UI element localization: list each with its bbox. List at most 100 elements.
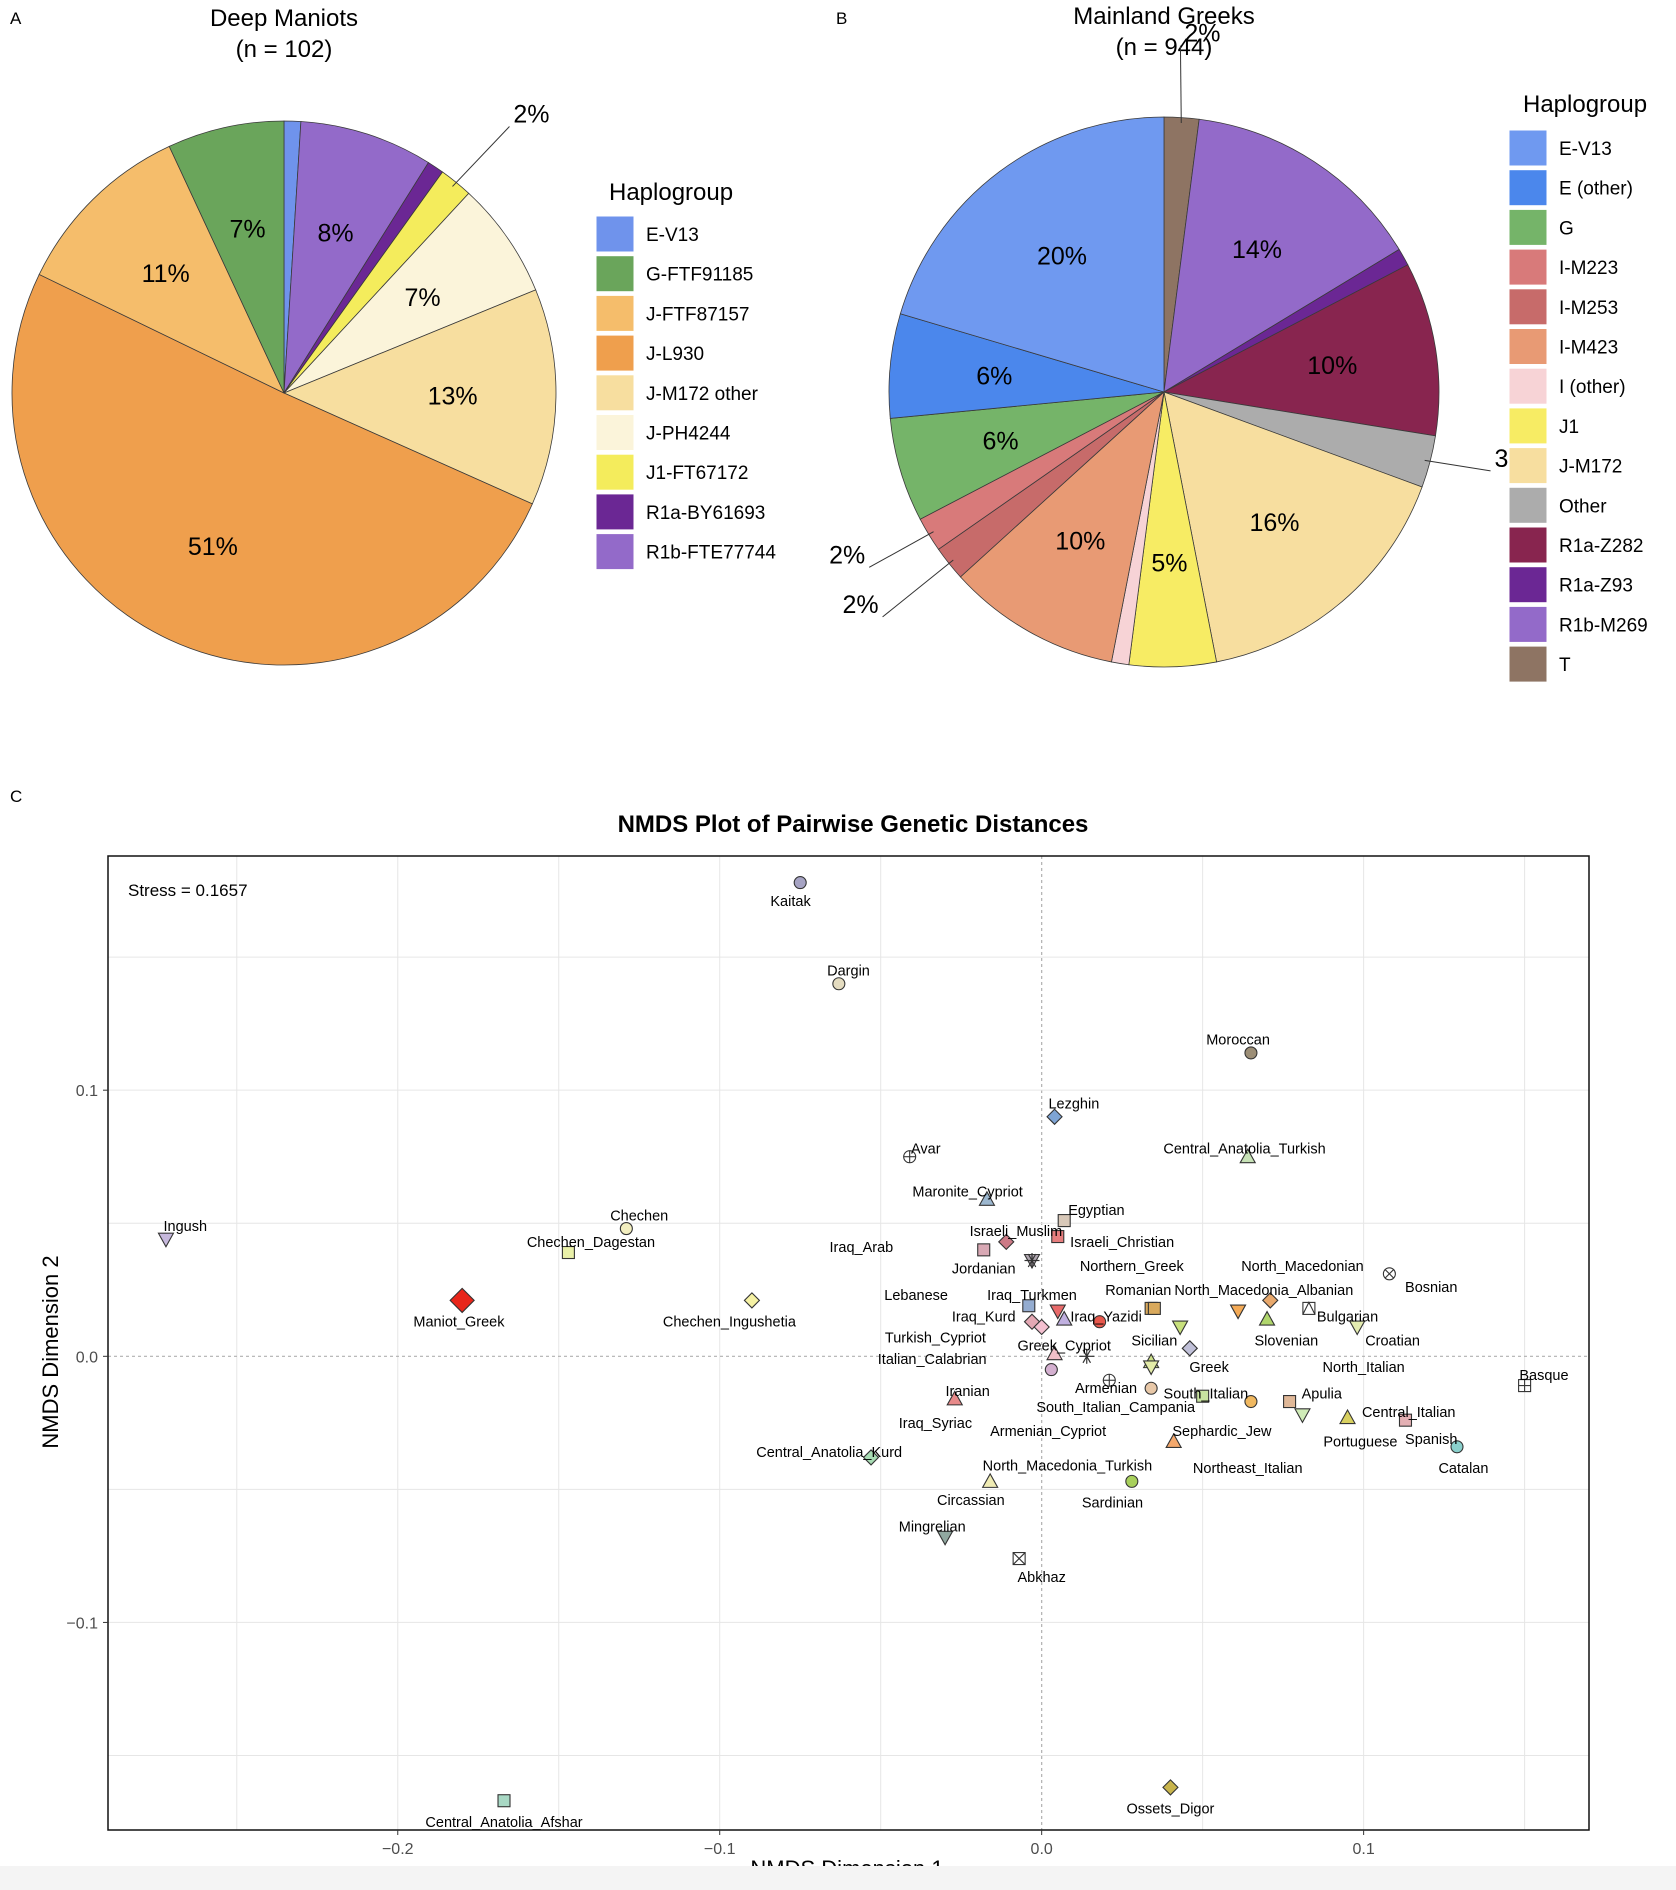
point-label-iraq-yazidi: Iraq_Yazidi <box>1070 1309 1141 1325</box>
legend-label-e-v13: E-V13 <box>646 225 699 246</box>
point-label-romanian: Romanian <box>1105 1283 1171 1299</box>
point-sardinian <box>1125 1474 1139 1488</box>
pie-slice-j-ph4244 <box>283 192 537 394</box>
slice-label-t: 2% <box>1184 20 1220 48</box>
pie-b-legend-title: Haplogroup <box>1523 91 1647 118</box>
legend-label-i-m223: I-M223 <box>1559 258 1618 279</box>
pie-b-slices <box>888 116 1440 668</box>
point-northern-greek <box>1024 1253 1040 1269</box>
legend-swatch-t <box>1508 645 1548 683</box>
nmds-plot-frame <box>107 855 1590 1831</box>
point-label-armenian: Armenian <box>1075 1381 1137 1397</box>
nmds-tick-labels: −0.2 −0.1 0.0 0.1 −0.1 0.0 0.1 <box>66 1083 1374 1858</box>
point-italian-calabrian-dn <box>1142 1360 1160 1376</box>
point-label-croatian: Croatian <box>1365 1333 1420 1349</box>
pie-b-slice-labels: 2%14%10%3%16%5%10%2%2%6%6%20% <box>829 20 1530 619</box>
point-chechen <box>619 1222 633 1236</box>
pie-slice-i-m423 <box>959 390 1165 663</box>
legend-swatch-j1-ft67172 <box>595 453 635 491</box>
point-iraq-yazidi <box>1147 1301 1161 1315</box>
pie-slice-j-l930 <box>11 273 533 666</box>
point-label-abkhaz: Abkhaz <box>1017 1570 1065 1586</box>
point-north-macedonia-albanian-tri <box>1229 1304 1247 1320</box>
x-tick-label: 0.1 <box>1353 1841 1375 1858</box>
point-label-basque: Basque <box>1519 1368 1568 1384</box>
leader-line-j1-ft67172 <box>452 126 510 187</box>
legend-swatch-j-m172 <box>1508 447 1548 485</box>
x-tick-label: −0.2 <box>382 1841 414 1858</box>
legend-swatch-e-v13 <box>1508 129 1548 167</box>
point-iraq-kurd-tri <box>1055 1310 1073 1326</box>
point-label-mingrelian: Mingrelian <box>899 1520 966 1536</box>
point-maniot-greek <box>449 1287 475 1314</box>
point-label-dargin: Dargin <box>827 963 870 979</box>
slice-label-r1b-m269: 14% <box>1232 236 1282 264</box>
legend-label-t: T <box>1559 655 1571 676</box>
point-central-anatolia-afshar <box>497 1794 511 1808</box>
y-tick-label: 0.1 <box>76 1083 98 1100</box>
point-turkish-cypriot <box>1033 1318 1050 1336</box>
point-south-italian <box>1196 1389 1210 1403</box>
point-label-chechen-ingushetia: Chechen_Ingushetia <box>663 1315 797 1331</box>
legend-label-other: Other <box>1559 496 1607 517</box>
point-label-avar: Avar <box>911 1142 941 1158</box>
point-croatian <box>1348 1320 1366 1336</box>
legend-label-r1b-m269: R1b-M269 <box>1559 615 1648 636</box>
point-north-italian <box>1283 1394 1297 1409</box>
slice-label-i-m253: 2% <box>843 591 879 619</box>
slice-label-j-ph4244: 7% <box>404 284 440 312</box>
legend-label-i-other: I (other) <box>1559 377 1626 398</box>
point-label-bulgarian: Bulgarian <box>1317 1309 1378 1325</box>
point-egyptian <box>1057 1214 1071 1228</box>
point-mingrelian <box>936 1530 954 1546</box>
point-label-south-italian-campania: South_Italian_Campania <box>1036 1400 1196 1416</box>
point-greek-center <box>1079 1348 1095 1364</box>
slice-label-r1a-z282: 10% <box>1307 352 1357 380</box>
point-label-central-anatolia-turkish: Central_Anatolia_Turkish <box>1163 1142 1325 1158</box>
legend-swatch-i-m423 <box>1508 328 1548 365</box>
point-armenian <box>1044 1363 1058 1377</box>
point-label-portuguese: Portuguese <box>1323 1434 1397 1450</box>
leader-line-t <box>1179 45 1182 124</box>
point-label-turkish-cypriot: Turkish_Cypriot <box>885 1331 986 1347</box>
point-abkhaz <box>1012 1552 1026 1566</box>
legend-swatch-r1a-z93 <box>1508 566 1548 604</box>
pie-slice-j-m172 <box>1163 391 1423 663</box>
legend-label-r1b-fte77744: R1b-FTE77744 <box>646 543 776 564</box>
y-tick-label: 0.0 <box>76 1349 98 1366</box>
point-label-sardinian: Sardinian <box>1082 1496 1143 1512</box>
legend-swatch-j-ftf87157 <box>595 294 635 332</box>
legend-label-j1-ft67172: J1-FT67172 <box>646 463 748 484</box>
legend-swatch-j1 <box>1508 407 1548 445</box>
point-central-anatolia-turkish <box>1239 1148 1257 1164</box>
point-avar <box>903 1150 917 1164</box>
point-chechen-ingushetia <box>743 1292 761 1309</box>
point-iraq-turkmen <box>1049 1304 1067 1320</box>
legend-swatch-g <box>1508 208 1548 246</box>
point-label-chechen: Chechen <box>610 1208 668 1224</box>
legend-label-i-m253: I-M253 <box>1559 298 1618 319</box>
point-label-maniot-greek: Maniot_Greek <box>413 1315 505 1331</box>
point-label-moroccan: Moroccan <box>1206 1033 1270 1049</box>
point-chechen-dagestan <box>561 1245 575 1260</box>
slice-label-j-m172: 16% <box>1249 509 1299 537</box>
pie-slice-g-ftf91185 <box>168 120 285 394</box>
nmds-points <box>157 876 1532 1808</box>
legend-swatch-g-ftf91185 <box>595 255 635 293</box>
pie-a-slices <box>11 120 557 666</box>
y-tick-label: −0.1 <box>66 1615 98 1632</box>
legend-swatch-other <box>1508 486 1548 524</box>
legend-label-r1a-z282: R1a-Z282 <box>1559 536 1644 557</box>
slice-label-j1: 5% <box>1151 549 1187 577</box>
legend-swatch-r1a-z282 <box>1508 526 1548 564</box>
point-slovenian <box>1258 1310 1276 1326</box>
point-label-apulia: Apulia <box>1302 1387 1343 1403</box>
nmds-title: NMDS Plot of Pairwise Genetic Distances <box>618 811 1089 838</box>
nmds-point-labels: Kaitak Dargin Moroccan Lezghin Avar Central_A… <box>163 894 1568 1831</box>
x-tick-label: 0.0 <box>1031 1841 1053 1858</box>
point-greek-cypriot <box>1046 1345 1063 1361</box>
legend-label-j-m172-other: J-M172 other <box>646 384 759 405</box>
x-tick-label: −0.1 <box>704 1841 736 1858</box>
point-greek <box>1181 1340 1199 1357</box>
